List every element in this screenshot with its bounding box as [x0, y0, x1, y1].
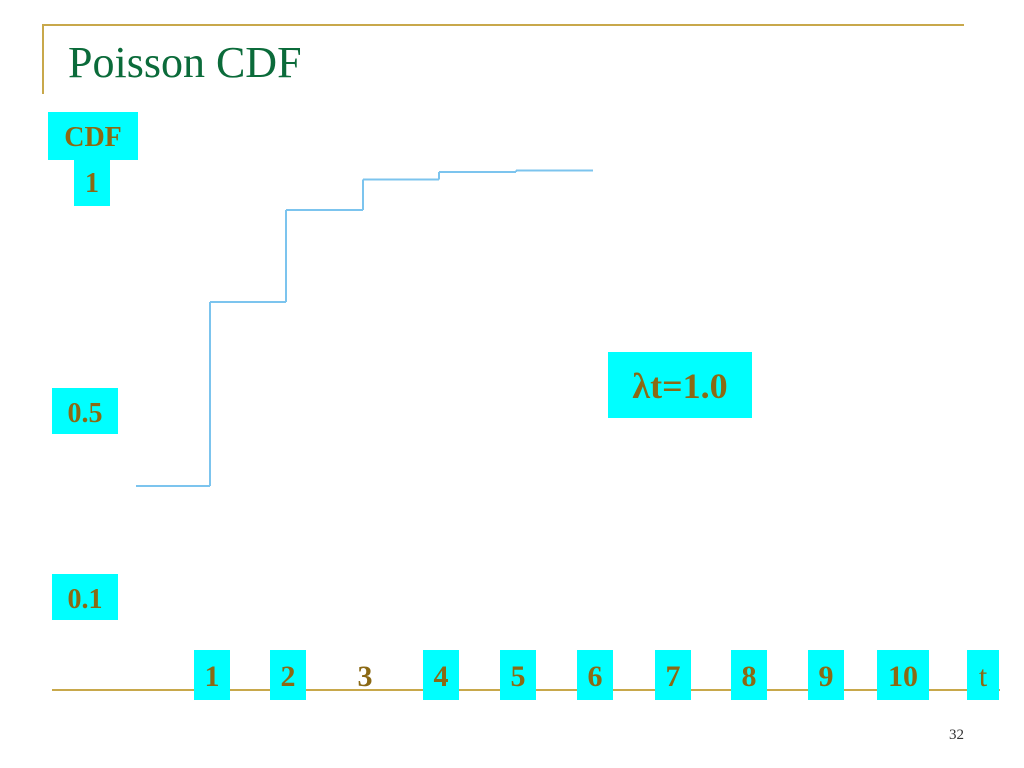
x-tick-6: 6	[577, 650, 613, 700]
x-tick-label: 2	[281, 660, 296, 693]
y-tick-label: 0.1	[68, 584, 103, 615]
x-tick-9: 9	[808, 650, 844, 700]
x-tick-8: 8	[731, 650, 767, 700]
y-axis-title-label: CDF	[64, 122, 122, 153]
x-axis-labels: 1 2 3 4 5 6 7 8 9 10 t	[194, 650, 999, 700]
x-axis-title: t	[967, 650, 999, 700]
y-axis-title-box	[48, 112, 138, 160]
x-tick-label: 4	[434, 660, 449, 693]
x-tick-label: 6	[588, 660, 603, 693]
y-tick-box	[74, 160, 110, 206]
x-tick-5: 5	[500, 650, 536, 700]
annotation-box	[608, 352, 752, 418]
x-tick-box	[655, 650, 691, 700]
x-tick-2: 2	[270, 650, 306, 700]
x-tick-box	[731, 650, 767, 700]
x-tick-10: 10	[877, 650, 929, 700]
frame-left-rule	[42, 24, 44, 94]
x-tick-1: 1	[194, 650, 230, 700]
x-tick-label: 3	[358, 660, 373, 693]
y-axis-title: CDF	[48, 112, 138, 160]
y-axis-labels: CDF 0.1 0.5 1	[48, 112, 138, 620]
y-tick-box	[52, 574, 118, 620]
x-axis-title-label: t	[979, 660, 988, 693]
x-tick-label: 7	[666, 660, 681, 693]
x-tick-label: 10	[888, 660, 918, 693]
x-tick-label: 8	[742, 660, 757, 693]
page-number: 32	[949, 727, 964, 743]
x-tick-label: 1	[205, 660, 220, 693]
frame-top-rule	[42, 24, 964, 26]
y-tick-0.1: 0.1	[52, 574, 118, 620]
y-tick-1: 1	[74, 160, 110, 206]
slide-title: Poisson CDF	[68, 38, 302, 87]
x-tick-3: 3	[358, 660, 373, 693]
x-tick-box	[877, 650, 929, 700]
x-tick-box	[808, 650, 844, 700]
y-tick-0.5: 0.5	[52, 388, 118, 434]
x-tick-label: 5	[511, 660, 526, 693]
x-tick-box	[194, 650, 230, 700]
x-tick-box	[270, 650, 306, 700]
x-tick-4: 4	[423, 650, 459, 700]
y-tick-label: 1	[85, 168, 99, 199]
x-axis-title-box	[967, 650, 999, 700]
x-tick-7: 7	[655, 650, 691, 700]
x-tick-box	[500, 650, 536, 700]
annotation-group: λt=1.0	[608, 352, 752, 418]
x-tick-label: 9	[819, 660, 834, 693]
y-tick-box	[52, 388, 118, 434]
cdf-series	[136, 169, 593, 487]
x-tick-box	[577, 650, 613, 700]
annotation-label: λt=1.0	[632, 366, 727, 406]
x-tick-box	[423, 650, 459, 700]
y-tick-label: 0.5	[68, 398, 103, 429]
